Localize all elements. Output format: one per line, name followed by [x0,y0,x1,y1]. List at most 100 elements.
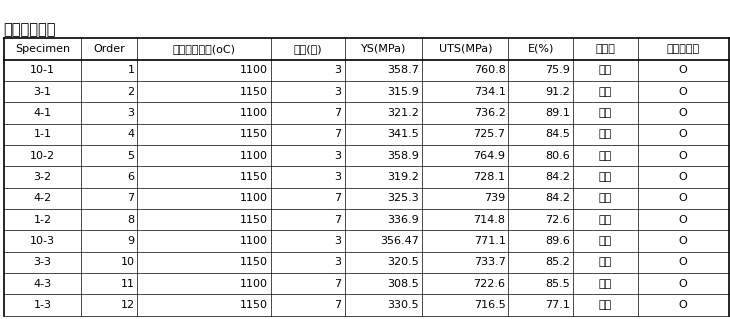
Text: 1100: 1100 [240,279,268,289]
Text: 8: 8 [127,215,134,225]
Text: 수냉: 수냉 [599,215,612,225]
Text: YS(MPa): YS(MPa) [361,44,406,54]
Text: 7: 7 [127,193,134,204]
Text: 308.5: 308.5 [388,279,419,289]
Text: 수냉: 수냉 [599,65,612,75]
Text: 3: 3 [334,87,342,97]
Text: 10-1: 10-1 [30,65,55,75]
Text: 수냉: 수냉 [599,193,612,204]
Text: 725.7: 725.7 [474,129,506,139]
Text: O: O [679,87,688,97]
Text: 11: 11 [120,279,134,289]
Text: 760.8: 760.8 [474,65,506,75]
Text: 1-3: 1-3 [34,300,52,310]
Text: 수냉: 수냉 [599,108,612,118]
Text: 319.2: 319.2 [388,172,419,182]
Text: 3: 3 [128,108,134,118]
Text: 10-3: 10-3 [30,236,55,246]
Text: 1150: 1150 [240,172,268,182]
Text: 9: 9 [127,236,134,246]
Text: 1: 1 [128,65,134,75]
Text: 1150: 1150 [240,87,268,97]
Text: 734.1: 734.1 [474,87,506,97]
Text: 4-2: 4-2 [34,193,52,204]
Text: 4-3: 4-3 [34,279,52,289]
Text: 수냉: 수냉 [599,129,612,139]
Text: 85.5: 85.5 [545,279,570,289]
Text: 용체화처리: 용체화처리 [666,44,700,54]
Text: 10: 10 [120,257,134,267]
Text: O: O [679,172,688,182]
Text: 수냉: 수냉 [599,151,612,161]
Text: 수냉: 수냉 [599,87,612,97]
Text: 상온인장강도: 상온인장강도 [4,22,56,37]
Text: 321.2: 321.2 [388,108,419,118]
Text: 3-2: 3-2 [34,172,52,182]
Text: 3: 3 [334,151,342,161]
Text: 1100: 1100 [240,236,268,246]
Text: 수냉: 수냉 [599,300,612,310]
Text: 736.2: 736.2 [474,108,506,118]
Text: 7: 7 [334,108,342,118]
Text: 714.8: 714.8 [474,215,506,225]
Text: 7: 7 [334,300,342,310]
Text: 3-1: 3-1 [34,87,52,97]
Text: 2: 2 [127,87,134,97]
Text: 80.6: 80.6 [545,151,570,161]
Text: 수냉: 수냉 [599,257,612,267]
Text: 89.6: 89.6 [545,236,570,246]
Text: 1100: 1100 [240,151,268,161]
Text: 733.7: 733.7 [474,257,506,267]
Text: 1150: 1150 [240,257,268,267]
Text: 72.6: 72.6 [545,215,570,225]
Text: 6: 6 [128,172,134,182]
Text: 358.7: 358.7 [388,65,419,75]
Text: 89.1: 89.1 [545,108,570,118]
Text: 1150: 1150 [240,129,268,139]
Text: 315.9: 315.9 [388,87,419,97]
Text: 84.2: 84.2 [545,193,570,204]
Text: 5: 5 [128,151,134,161]
Text: 수냉: 수냉 [599,172,612,182]
Text: 1-1: 1-1 [34,129,52,139]
Text: O: O [679,257,688,267]
Text: O: O [679,300,688,310]
Text: 75.9: 75.9 [545,65,570,75]
Text: E(%): E(%) [528,44,554,54]
Text: 716.5: 716.5 [474,300,506,310]
Text: O: O [679,215,688,225]
Text: 10-2: 10-2 [30,151,55,161]
Text: 1150: 1150 [240,300,268,310]
Text: 열간압연온도(oC): 열간압연온도(oC) [173,44,236,54]
Text: Order: Order [93,44,126,54]
Text: 1100: 1100 [240,65,268,75]
Text: 358.9: 358.9 [388,151,419,161]
Text: O: O [679,151,688,161]
Text: 수냉: 수냉 [599,236,612,246]
Text: UTS(MPa): UTS(MPa) [439,44,492,54]
Text: 7: 7 [334,215,342,225]
Text: 3-3: 3-3 [34,257,52,267]
Text: 4: 4 [127,129,134,139]
Text: 3: 3 [334,257,342,267]
Text: 12: 12 [120,300,134,310]
Text: 3: 3 [334,65,342,75]
Text: 1-2: 1-2 [34,215,52,225]
Text: 356.47: 356.47 [380,236,419,246]
Text: 수냉: 수냉 [599,279,612,289]
Text: 320.5: 320.5 [388,257,419,267]
Text: 728.1: 728.1 [474,172,506,182]
Text: 764.9: 764.9 [474,151,506,161]
Text: Specimen: Specimen [15,44,70,54]
Text: 91.2: 91.2 [545,87,570,97]
Text: O: O [679,193,688,204]
Text: 325.3: 325.3 [388,193,419,204]
Text: 85.2: 85.2 [545,257,570,267]
Text: 330.5: 330.5 [388,300,419,310]
Text: 3: 3 [334,236,342,246]
Text: 336.9: 336.9 [388,215,419,225]
Text: 341.5: 341.5 [388,129,419,139]
Text: O: O [679,108,688,118]
Text: 1150: 1150 [240,215,268,225]
Text: O: O [679,129,688,139]
